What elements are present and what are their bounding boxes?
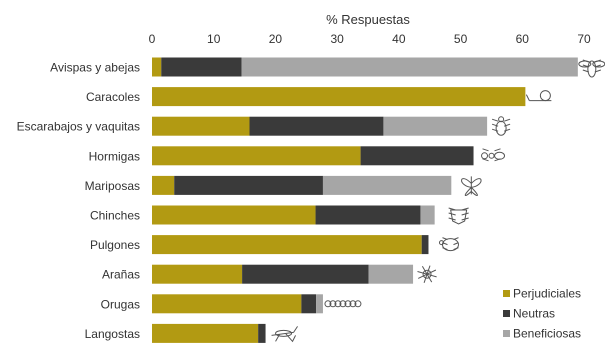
insect-icons: [271, 59, 605, 343]
spider-icon: [417, 265, 437, 283]
stink-bug-icon: [448, 207, 469, 225]
bar-segment: [368, 264, 414, 284]
bar-segment: [161, 57, 242, 77]
x-tick-label: 50: [454, 32, 468, 46]
bar-segment: [152, 264, 243, 284]
category-label: Pulgones: [90, 238, 140, 252]
bars: [152, 57, 578, 343]
bar-segment: [152, 116, 250, 136]
category-label: Orugas: [101, 297, 140, 311]
category-labels: Avispas y abejas Caracoles Escarabajos y v…: [17, 61, 140, 341]
legend-swatch: [503, 330, 510, 337]
bar-segment: [301, 294, 317, 314]
bar-segment: [421, 235, 429, 255]
category-label: Mariposas: [85, 179, 140, 193]
bar-segment: [152, 205, 316, 225]
bar-segment: [420, 205, 435, 225]
bar-segment: [241, 57, 578, 77]
legend-label: Perjudiciales: [513, 287, 581, 301]
bar-segment: [152, 323, 259, 343]
category-label: Arañas: [102, 268, 140, 282]
category-label: Escarabajos y vaquitas: [17, 120, 140, 134]
legend-label: Beneficiosas: [513, 327, 581, 341]
beetle-icon: [491, 116, 511, 136]
x-tick-label: 70: [577, 32, 591, 46]
legend-swatch: [503, 310, 510, 317]
category-label: Avispas y abejas: [50, 61, 140, 75]
caterpillar-icon: [324, 300, 362, 308]
legend: Perjudiciales Neutras Beneficiosas: [503, 287, 581, 341]
x-tick-label: 20: [269, 32, 283, 46]
x-tick-label: 30: [330, 32, 344, 46]
snail-icon: [525, 90, 552, 102]
legend-label: Neutras: [513, 307, 555, 321]
bar-segment: [152, 57, 162, 77]
bar-segment: [152, 146, 361, 166]
x-axis-ticks: 0 10 20 30 40 50 60 70: [149, 32, 591, 46]
bar-segment: [152, 235, 422, 255]
x-axis-title: % Respuestas: [326, 12, 410, 27]
bar-segment: [316, 294, 323, 314]
x-tick-label: 0: [149, 32, 156, 46]
bar-segment: [242, 264, 369, 284]
ant-icon: [481, 148, 506, 162]
category-label: Chinches: [90, 209, 140, 223]
bar-segment: [174, 175, 323, 195]
bar-segment: [249, 116, 384, 136]
bar-segment: [258, 323, 266, 343]
grasshopper-icon: [271, 326, 298, 343]
bar-segment: [152, 175, 175, 195]
category-label: Langostas: [85, 327, 140, 341]
bar-segment: [152, 294, 302, 314]
category-label: Hormigas: [89, 149, 140, 163]
bar-segment: [322, 175, 452, 195]
bar-segment: [152, 87, 526, 107]
x-tick-label: 10: [207, 32, 221, 46]
x-tick-label: 40: [392, 32, 406, 46]
aphid-icon: [438, 237, 459, 252]
butterfly-icon: [461, 176, 482, 196]
bee-icon: [578, 59, 605, 78]
category-label: Caracoles: [86, 90, 140, 104]
bar-segment: [383, 116, 488, 136]
bar-segment: [315, 205, 421, 225]
x-tick-label: 60: [516, 32, 530, 46]
legend-swatch: [503, 290, 510, 297]
bar-segment: [360, 146, 474, 166]
